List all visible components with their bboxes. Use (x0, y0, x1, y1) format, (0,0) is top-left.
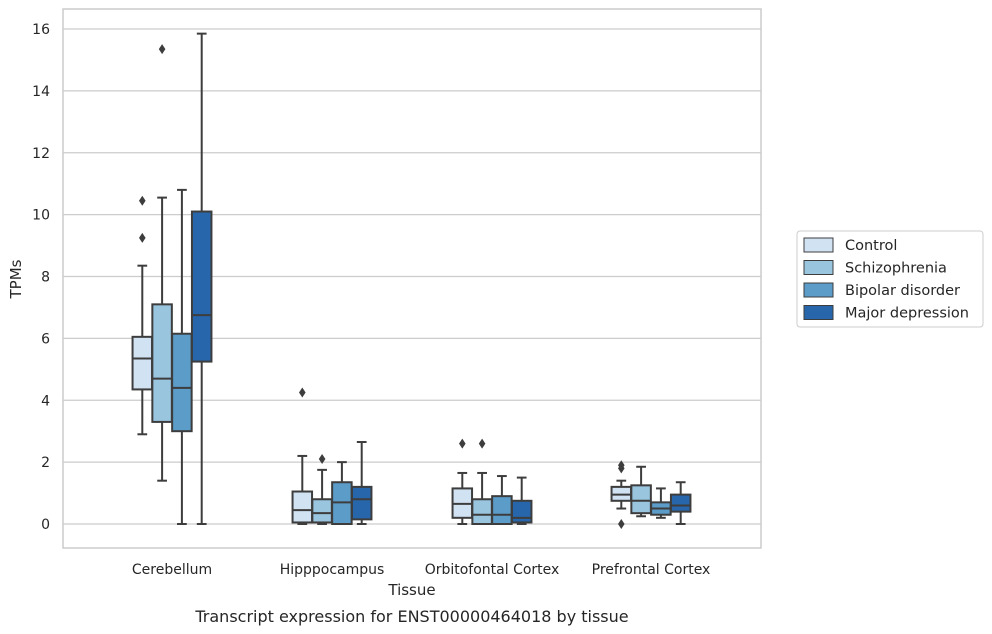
legend-swatch (803, 237, 834, 253)
y-tick-label: 10 (32, 208, 50, 224)
outlier-point (618, 460, 625, 471)
y-tick-label: 12 (32, 146, 50, 162)
box-body (669, 493, 692, 513)
y-tick-label: 4 (41, 393, 50, 409)
box-body (630, 484, 652, 515)
box (471, 438, 493, 525)
outlier-point (318, 454, 326, 465)
outlier-point (459, 438, 466, 449)
legend-label: Bipolar disorder (845, 283, 960, 299)
legend-label: Control (845, 238, 897, 254)
grid-lines (63, 28, 761, 525)
boxes (131, 32, 692, 529)
box-body (510, 499, 533, 524)
outlier-point (158, 44, 166, 55)
plot-frame (62, 8, 762, 549)
legend-swatch (803, 305, 834, 320)
y-tick-label: 16 (32, 22, 50, 38)
y-tick-label: 0 (41, 517, 50, 533)
x-tick-label: Cerebellum (132, 562, 212, 578)
box-body (171, 332, 193, 433)
box-body (491, 495, 513, 525)
box-body (131, 335, 154, 391)
box-body (151, 303, 173, 423)
outlier-point (478, 438, 486, 449)
y-tick-labels: 0 2 4 6 8 10 12 14 16 (32, 22, 50, 533)
outlier-point (139, 232, 146, 243)
chart-caption: Transcript expression for ENST0000046401… (194, 607, 628, 626)
box-body (291, 490, 314, 524)
x-tick-label: Orbitofontal Cortex (425, 562, 560, 578)
box-body (350, 485, 373, 521)
y-tick-label: 6 (41, 331, 50, 347)
box (190, 32, 213, 525)
box (151, 44, 173, 482)
legend-swatch (803, 282, 834, 298)
box (350, 441, 373, 525)
box (630, 465, 652, 518)
y-tick-label: 8 (41, 270, 50, 286)
legend-label: Major depression (845, 306, 969, 322)
x-tick-labels: Cerebellum Hipppocampus Orbitofontal Corte… (132, 562, 710, 578)
box (610, 460, 633, 529)
x-tick-label: Prefrontal Cortex (592, 562, 711, 578)
box (510, 476, 533, 525)
box (311, 454, 333, 525)
box (131, 195, 154, 436)
outlier-point (618, 519, 625, 529)
x-axis-label: Tissue (387, 581, 435, 599)
x-tick-label: Hipppocampus (280, 562, 385, 578)
y-tick-label: 14 (32, 84, 50, 100)
box (331, 461, 353, 525)
legend: Control Schizophrenia Bipolar disorder Majo… (796, 230, 984, 328)
box (650, 487, 672, 519)
box (451, 438, 474, 525)
legend-swatch (803, 260, 834, 275)
outlier-point (139, 195, 146, 206)
legend-frame (796, 230, 984, 328)
box-body (311, 498, 333, 524)
box (291, 387, 314, 525)
box (669, 481, 692, 525)
y-tick-label: 2 (41, 455, 50, 471)
box (491, 475, 513, 525)
y-axis-label: TPMs (7, 259, 25, 299)
outlier-point (299, 387, 306, 398)
box-body (190, 210, 213, 363)
box-body (471, 498, 493, 525)
legend-label: Schizophrenia (845, 261, 947, 277)
box (171, 188, 193, 525)
